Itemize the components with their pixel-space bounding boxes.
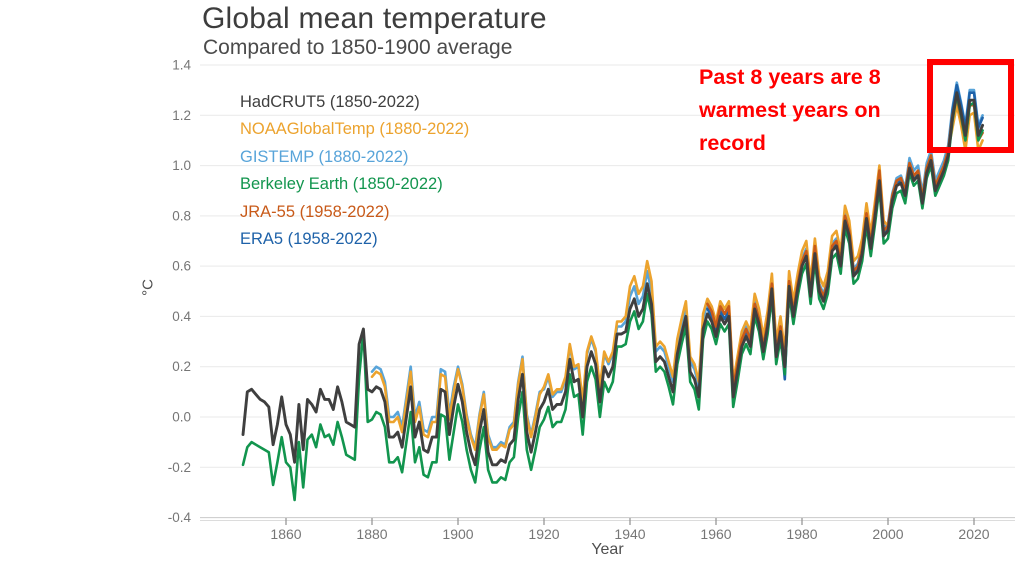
- x-tick-label: 1980: [786, 526, 817, 542]
- y-tick-label: 0.2: [172, 359, 191, 374]
- y-tick-label: -0.2: [168, 460, 191, 475]
- page-subtitle: Compared to 1850-1900 average: [203, 36, 513, 59]
- highlight-box: [927, 59, 1014, 153]
- annotation-callout: Past 8 years are 8 warmest years on reco…: [699, 61, 881, 160]
- y-tick-label: 1.2: [172, 108, 191, 123]
- y-tick-label: 1.4: [172, 57, 191, 72]
- y-axis-unit-label: °C: [139, 279, 157, 296]
- legend-item: ERA5 (1958-2022): [240, 230, 378, 249]
- series-line-4: [241, 93, 984, 502]
- annotation-line-3: record: [699, 131, 766, 155]
- x-tick-label: 2020: [958, 526, 989, 542]
- y-tick-label: 0.0: [172, 410, 191, 425]
- y-tick-label: -0.4: [168, 510, 192, 525]
- x-tick-label: 1900: [442, 526, 473, 542]
- page-title: Global mean temperature: [202, 2, 547, 35]
- y-tick-label: 0.6: [172, 259, 191, 274]
- chart-legend: HadCRUT5 (1850-2022) NOAAGlobalTemp (1880…: [240, 89, 469, 253]
- x-axis-title: Year: [591, 541, 624, 558]
- annotation-line-2: warmest years on: [699, 98, 881, 122]
- x-tick-label: 1940: [614, 526, 645, 542]
- annotation-line-1: Past 8 years are 8: [699, 65, 881, 89]
- x-tick-label: 1960: [700, 526, 731, 542]
- legend-item: Berkeley Earth (1850-2022): [240, 175, 443, 194]
- x-tick-label: 2000: [872, 526, 903, 542]
- legend-item: JRA-55 (1958-2022): [240, 202, 390, 221]
- y-tick-label: 0.8: [172, 208, 191, 223]
- x-tick-label: 1880: [356, 526, 387, 542]
- legend-item: NOAAGlobalTemp (1880-2022): [240, 120, 470, 139]
- series-line-1: [241, 91, 985, 467]
- legend-item: HadCRUT5 (1850-2022): [240, 93, 420, 111]
- y-tick-label: 1.0: [172, 158, 191, 173]
- x-tick-label: 1920: [528, 526, 559, 542]
- legend-item: GISTEMP (1880-2022): [240, 147, 409, 166]
- x-tick-label: 1860: [270, 526, 301, 542]
- y-tick-label: 0.4: [172, 309, 191, 324]
